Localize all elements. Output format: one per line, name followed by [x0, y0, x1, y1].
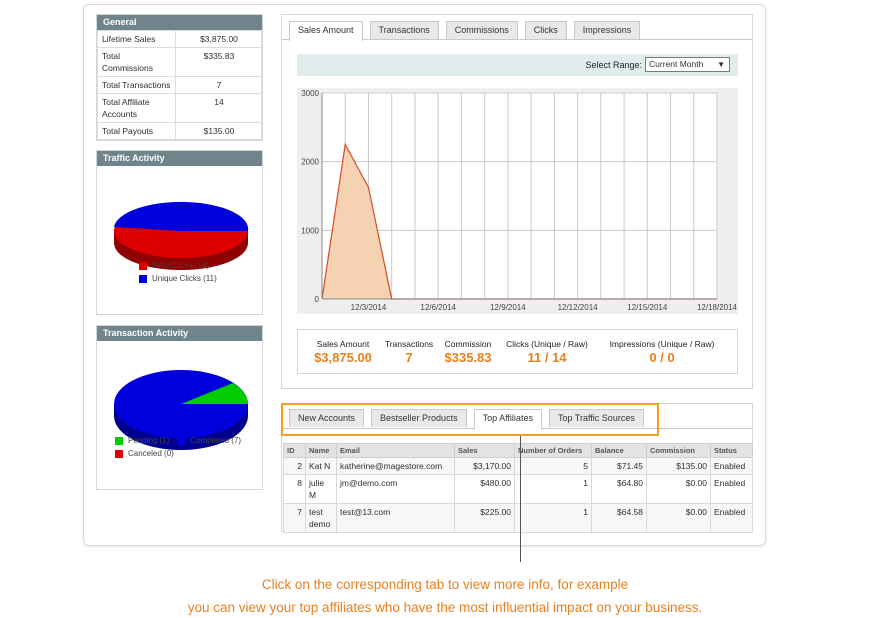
- x-tick-label: 12/18/2014: [697, 303, 738, 312]
- summary-box: Sales Amount $3,875.00 Transactions 7 Comm…: [297, 329, 738, 374]
- callout-line: [520, 436, 521, 562]
- x-tick-label: 12/15/2014: [627, 303, 668, 312]
- transaction-activity-box: Transaction Activity Pending (1) Complet…: [96, 325, 263, 490]
- table-row: 7 test demo test@13.com $225.00 1 $64.58…: [283, 503, 753, 533]
- series-area: [322, 144, 717, 299]
- tab-impressions[interactable]: Impressions: [573, 21, 641, 39]
- traffic-legend: Total Clicks (14) Unique Clicks (11): [139, 259, 217, 285]
- x-tick-label: 12/6/2014: [420, 303, 456, 312]
- col-email[interactable]: Email: [336, 443, 455, 458]
- chart-tabs: Sales Amount Transactions Commissions Cl…: [289, 21, 641, 41]
- transaction-legend: Pending (1) Completed (7) Canceled (0): [115, 434, 241, 460]
- traffic-pie-chart: Total Clicks (14) Unique Clicks (11): [107, 175, 253, 313]
- summary-clicks: Clicks (Unique / Raw) 11 / 14: [506, 339, 588, 365]
- y-tick-label: 1000: [301, 226, 319, 235]
- general-row: Total Affiliate Accounts 14: [97, 93, 262, 123]
- tab-new-accounts[interactable]: New Accounts: [289, 409, 365, 427]
- tab-top-affiliates[interactable]: Top Affiliates: [473, 409, 542, 429]
- traffic-activity-box: Traffic Activity Total Clicks (14) Uniqu…: [96, 150, 263, 315]
- x-tick-label: 12/3/2014: [351, 303, 387, 312]
- traffic-activity-title: Traffic Activity: [97, 151, 262, 166]
- y-tick-label: 3000: [301, 89, 319, 98]
- y-tick-label: 2000: [301, 158, 319, 167]
- legend-swatch: [139, 261, 147, 270]
- y-tick-label: 0: [315, 295, 320, 304]
- general-box: General Lifetime Sales $3,875.00 Total Co…: [96, 14, 263, 141]
- tab-transactions[interactable]: Transactions: [369, 21, 439, 39]
- transaction-pie-chart: Pending (1) Completed (7) Canceled (0): [107, 350, 253, 488]
- general-row: Total Commissions $335.83: [97, 47, 262, 77]
- general-table: Lifetime Sales $3,875.00 Total Commission…: [97, 30, 262, 140]
- tab-sales-amount[interactable]: Sales Amount: [289, 21, 363, 41]
- general-row: Lifetime Sales $3,875.00: [97, 30, 262, 48]
- general-title: General: [97, 15, 262, 30]
- range-select[interactable]: Current Month ▼: [645, 57, 730, 72]
- table-row: 8 julie M jm@demo.com $480.00 1 $64.80 $…: [283, 474, 753, 504]
- affiliates-table: ID Name Email Sales Number of Orders Bal…: [283, 443, 753, 533]
- tab-top-traffic-sources[interactable]: Top Traffic Sources: [548, 409, 644, 427]
- caption-line-2: you can view your top affiliates who hav…: [187, 600, 703, 615]
- col-status[interactable]: Status: [710, 443, 753, 458]
- sales-chart: 0 1000 2000 3000 12/3/2014 12/6/2014 12/9/2014…: [297, 88, 738, 314]
- col-id[interactable]: ID: [283, 443, 306, 458]
- legend-swatch: [177, 436, 186, 445]
- table-header-row: ID Name Email Sales Number of Orders Bal…: [283, 443, 753, 458]
- summary-sales: Sales Amount $3,875.00: [314, 339, 372, 365]
- chevron-down-icon: ▼: [717, 60, 725, 69]
- legend-swatch: [115, 449, 123, 458]
- summary-transactions: Transactions 7: [384, 339, 434, 365]
- summary-commission: Commission $335.83: [444, 339, 492, 365]
- transaction-pie-slice-green: [181, 383, 248, 404]
- col-balance[interactable]: Balance: [591, 443, 647, 458]
- general-row: Total Payouts $135.00: [97, 122, 262, 140]
- transaction-activity-title: Transaction Activity: [97, 326, 262, 341]
- col-name[interactable]: Name: [305, 443, 337, 458]
- bottom-tabs: New Accounts Bestseller Products Top Aff…: [289, 409, 644, 429]
- tab-commissions[interactable]: Commissions: [445, 21, 518, 39]
- general-row: Total Transactions 7: [97, 76, 262, 94]
- legend-swatch: [115, 436, 123, 445]
- legend-swatch: [139, 274, 147, 283]
- range-label: Select Range:: [585, 60, 642, 70]
- col-orders[interactable]: Number of Orders: [514, 443, 592, 458]
- tabs-highlight: [281, 403, 659, 436]
- summary-impressions: Impressions (Unique / Raw) 0 / 0: [609, 339, 715, 365]
- caption-line-1: Click on the corresponding tab to view m…: [261, 577, 629, 592]
- plot-area: [322, 93, 717, 299]
- traffic-pie-slice-blue: [114, 201, 249, 231]
- tab-clicks[interactable]: Clicks: [524, 21, 567, 39]
- x-tick-label: 12/9/2014: [490, 303, 526, 312]
- x-tick-label: 12/12/2014: [558, 303, 599, 312]
- range-bar: Select Range: Current Month ▼: [297, 54, 738, 76]
- tab-bestseller-products[interactable]: Bestseller Products: [371, 409, 467, 427]
- col-commission[interactable]: Commission: [646, 443, 711, 458]
- table-row: 2 Kat N katherine@magestore.com $3,170.0…: [283, 457, 753, 475]
- col-sales[interactable]: Sales: [454, 443, 515, 458]
